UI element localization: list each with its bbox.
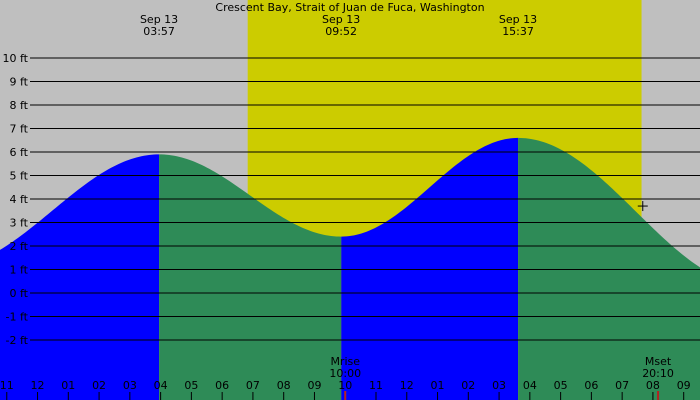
x-tick-label: 03 (492, 379, 506, 392)
x-tick-label: 02 (92, 379, 106, 392)
extreme-time-label: 03:57 (143, 25, 175, 38)
x-axis: 11 12 01 02 03 04 05 06 07 08 09 10 11 12 01 02 03 04 05 06… (0, 379, 691, 400)
x-tick-label: 08 (646, 379, 660, 392)
x-tick-label: 01 (61, 379, 75, 392)
tide-area-layer (0, 137, 700, 400)
extreme-time-label: 15:37 (502, 25, 534, 38)
x-tick-label: 08 (277, 379, 291, 392)
y-tick-label: 2 ft (10, 240, 29, 253)
extreme-date-label: Sep 13 (499, 13, 537, 26)
moon-event-label: Mrise (330, 355, 360, 368)
y-axis-labels: -2 ft -1 ft 0 ft 1 ft 2 ft 3 ft 4 ft 5 ft 6 ft 7 … (3, 52, 29, 347)
y-tick-label: 7 ft (10, 123, 29, 136)
x-tick-label: 03 (123, 379, 137, 392)
extreme-date-label: Sep 13 (322, 13, 360, 26)
falling-tide-area (159, 154, 342, 400)
moon-event-label: Mset (645, 355, 672, 368)
x-tick-label: 11 (369, 379, 383, 392)
falling-tide-area (518, 137, 700, 400)
x-tick-label: 05 (184, 379, 198, 392)
x-tick-label: 04 (154, 379, 168, 392)
x-tick-label: 12 (31, 379, 45, 392)
current-position-marker (637, 201, 648, 212)
y-tick-label: -2 ft (6, 334, 29, 347)
extreme-time-label: 09:52 (325, 25, 357, 38)
moon-event-time: 20:10 (642, 367, 674, 380)
x-tick-label: 12 (400, 379, 414, 392)
y-tick-label: -1 ft (6, 311, 29, 324)
grid-lines (30, 57, 700, 341)
x-tick-label: 04 (523, 379, 537, 392)
chart-title: Crescent Bay, Strait of Juan de Fuca, Wa… (215, 1, 484, 14)
y-tick-label: 6 ft (10, 146, 29, 159)
rising-tide-area (0, 154, 160, 400)
y-tick-label: 1 ft (10, 264, 29, 277)
x-tick-label: 02 (461, 379, 475, 392)
x-tick-label: 06 (215, 379, 229, 392)
x-tick-label: 05 (554, 379, 568, 392)
x-tick-label: 10 (338, 379, 352, 392)
rising-tide-area (341, 137, 519, 400)
x-tick-label: 07 (246, 379, 260, 392)
x-tick-label: 06 (584, 379, 598, 392)
y-tick-label: 5 ft (10, 170, 29, 183)
y-tick-label: 3 ft (10, 217, 29, 230)
x-tick-label: 01 (431, 379, 445, 392)
x-tick-label: 09 (307, 379, 321, 392)
y-tick-label: 9 ft (10, 76, 29, 89)
y-tick-label: 8 ft (10, 99, 29, 112)
y-tick-label: 10 ft (3, 52, 29, 65)
x-tick-label: 11 (0, 379, 14, 392)
x-tick-label: 07 (615, 379, 629, 392)
y-tick-label: 4 ft (10, 193, 29, 206)
y-tick-label: 0 ft (10, 287, 29, 300)
extreme-date-label: Sep 13 (140, 13, 178, 26)
moon-event-time: 10:00 (329, 367, 361, 380)
x-tick-label: 09 (677, 379, 691, 392)
